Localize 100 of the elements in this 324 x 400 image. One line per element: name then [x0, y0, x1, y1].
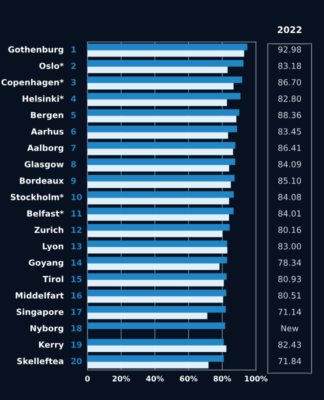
bar	[87, 296, 224, 303]
y-tick-label: Zurich	[34, 226, 64, 234]
bar	[87, 76, 242, 83]
y-tick-label: Aalborg	[27, 144, 64, 153]
bar	[87, 312, 208, 320]
bar	[87, 92, 240, 100]
text: 4	[71, 96, 76, 102]
y-tick-label: Singapore	[16, 308, 64, 317]
data-label: 80.93	[278, 276, 301, 282]
bar	[87, 355, 224, 362]
bar	[87, 247, 228, 254]
bar	[87, 322, 226, 329]
bar	[87, 44, 248, 50]
y-tick-label: Lyon	[42, 243, 64, 252]
text: 12	[72, 226, 82, 233]
text: 6	[71, 128, 76, 135]
data-label: 71.14	[278, 308, 302, 315]
y-tick-label: Middelfart	[16, 292, 64, 299]
text: 10	[72, 194, 82, 200]
bar	[87, 181, 231, 188]
text: 3	[71, 79, 76, 86]
bar	[87, 174, 235, 182]
bar	[87, 132, 228, 139]
data-label: 82.43	[278, 342, 301, 348]
text: 7	[71, 144, 76, 151]
bar	[87, 109, 240, 116]
text: 9	[71, 178, 76, 184]
bar	[87, 158, 236, 165]
data-label: 80.16	[278, 226, 302, 234]
text: 20	[71, 358, 82, 364]
text: New	[281, 325, 298, 332]
text: 15	[72, 276, 82, 282]
bar	[87, 126, 238, 132]
y-tick-label: Kerry	[39, 342, 64, 350]
text: 14	[72, 260, 82, 266]
bar	[87, 83, 234, 90]
bar	[87, 290, 226, 296]
bar	[87, 280, 224, 286]
bar	[87, 345, 226, 352]
y-tick-label: Belfast*	[27, 210, 64, 217]
y-tick-label: Nyborg	[30, 324, 64, 334]
data-label: 83.45	[278, 128, 301, 135]
data-label: 88.36	[278, 112, 302, 118]
text: 5	[71, 112, 76, 118]
bar	[87, 165, 230, 172]
data-label: 86.70	[278, 79, 302, 86]
y-tick-label: Gothenburg	[8, 46, 64, 54]
bar	[87, 198, 230, 204]
y-tick-label: Stockholm*	[10, 194, 64, 200]
bar	[87, 256, 228, 264]
y-tick-label: Bordeaux	[20, 177, 64, 184]
text: 16	[72, 292, 82, 299]
bar	[87, 224, 230, 231]
text: 2	[71, 62, 76, 69]
bar	[87, 240, 228, 247]
data-label: 85.10	[278, 178, 302, 184]
bar	[87, 263, 220, 270]
text: 13	[72, 243, 82, 250]
y-tick-label: Bergen	[30, 112, 64, 120]
bar	[87, 306, 226, 313]
bar	[87, 273, 227, 280]
bar	[87, 362, 209, 368]
bar	[87, 60, 244, 67]
y-tick-label: Oslo*	[39, 62, 64, 70]
bar	[87, 191, 234, 198]
data-label: 84.01	[278, 210, 301, 217]
text: 19	[72, 342, 82, 348]
data-label: 82.80	[278, 96, 302, 102]
bar	[87, 230, 223, 238]
text: 2022	[278, 26, 302, 34]
y-tick-label: Skelleftea	[17, 358, 64, 364]
y-tick-label: Goyang	[28, 259, 64, 268]
bar	[87, 99, 227, 106]
data-label: 86.41	[278, 144, 301, 152]
data-label: 83.18	[278, 62, 302, 70]
text: 11	[72, 210, 82, 216]
text: 1	[72, 46, 76, 52]
data-label: 92.98	[278, 46, 302, 53]
data-label: 80.51	[278, 292, 301, 299]
bar	[87, 148, 234, 156]
data-label: 83.00	[278, 243, 302, 250]
data-label: 84.09	[278, 161, 301, 168]
bar	[87, 208, 234, 214]
bar	[87, 66, 228, 74]
y-tick-label: Aarhus	[30, 128, 64, 135]
bar	[87, 142, 236, 149]
bar	[87, 116, 236, 122]
y-tick-label: Copenhagen*	[1, 78, 64, 88]
text: 8	[71, 161, 76, 168]
text: 17	[72, 308, 82, 315]
y-tick-label: Glasgow	[24, 160, 64, 170]
bar	[87, 338, 224, 346]
data-label: 71.84	[278, 358, 302, 364]
data-label: 84.08	[278, 194, 302, 200]
bar	[87, 50, 244, 57]
y-tick-label: Tirol	[42, 276, 64, 282]
data-label: 78.34	[278, 260, 302, 266]
bar	[87, 214, 230, 221]
text: 18	[72, 325, 82, 332]
y-tick-label: Helsinki*	[22, 95, 64, 102]
